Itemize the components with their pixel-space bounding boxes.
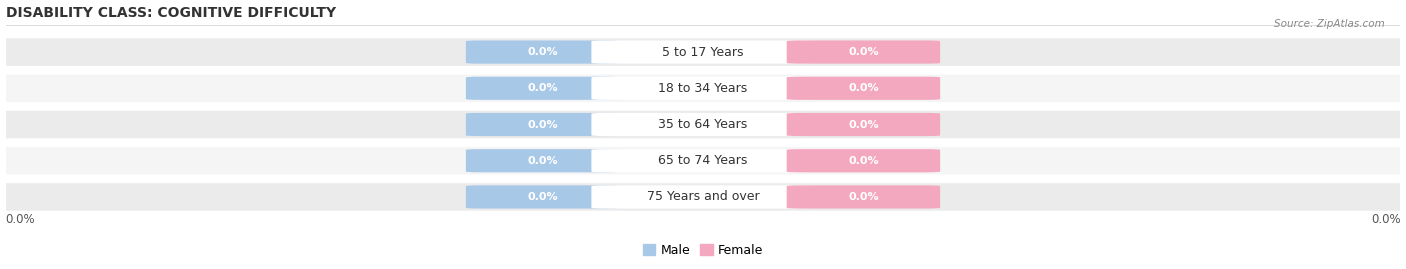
Text: 0.0%: 0.0% <box>527 119 558 129</box>
FancyBboxPatch shape <box>787 77 941 100</box>
Text: 0.0%: 0.0% <box>527 156 558 166</box>
Text: 0.0%: 0.0% <box>848 156 879 166</box>
Text: 0.0%: 0.0% <box>527 192 558 202</box>
Text: 0.0%: 0.0% <box>848 192 879 202</box>
FancyBboxPatch shape <box>0 111 1406 138</box>
FancyBboxPatch shape <box>592 113 814 136</box>
Text: 5 to 17 Years: 5 to 17 Years <box>662 45 744 59</box>
FancyBboxPatch shape <box>0 147 1406 175</box>
FancyBboxPatch shape <box>0 38 1406 66</box>
FancyBboxPatch shape <box>787 113 941 136</box>
Text: 35 to 64 Years: 35 to 64 Years <box>658 118 748 131</box>
FancyBboxPatch shape <box>465 77 619 100</box>
FancyBboxPatch shape <box>592 149 814 172</box>
Text: 65 to 74 Years: 65 to 74 Years <box>658 154 748 167</box>
FancyBboxPatch shape <box>465 185 619 208</box>
FancyBboxPatch shape <box>592 40 814 64</box>
Text: 75 Years and over: 75 Years and over <box>647 190 759 203</box>
Text: Source: ZipAtlas.com: Source: ZipAtlas.com <box>1274 19 1385 29</box>
FancyBboxPatch shape <box>0 75 1406 102</box>
Text: 0.0%: 0.0% <box>848 119 879 129</box>
FancyBboxPatch shape <box>592 185 814 208</box>
Text: DISABILITY CLASS: COGNITIVE DIFFICULTY: DISABILITY CLASS: COGNITIVE DIFFICULTY <box>6 6 336 20</box>
FancyBboxPatch shape <box>465 113 619 136</box>
Text: 0.0%: 0.0% <box>848 47 879 57</box>
Text: 0.0%: 0.0% <box>1371 213 1400 226</box>
Text: 0.0%: 0.0% <box>527 47 558 57</box>
FancyBboxPatch shape <box>465 149 619 172</box>
FancyBboxPatch shape <box>787 149 941 172</box>
FancyBboxPatch shape <box>0 183 1406 211</box>
Text: 0.0%: 0.0% <box>848 83 879 93</box>
Text: 18 to 34 Years: 18 to 34 Years <box>658 82 748 95</box>
FancyBboxPatch shape <box>787 40 941 64</box>
Text: 0.0%: 0.0% <box>527 83 558 93</box>
Legend: Male, Female: Male, Female <box>638 239 768 262</box>
FancyBboxPatch shape <box>465 40 619 64</box>
FancyBboxPatch shape <box>787 185 941 208</box>
Text: 0.0%: 0.0% <box>6 213 35 226</box>
FancyBboxPatch shape <box>592 77 814 100</box>
